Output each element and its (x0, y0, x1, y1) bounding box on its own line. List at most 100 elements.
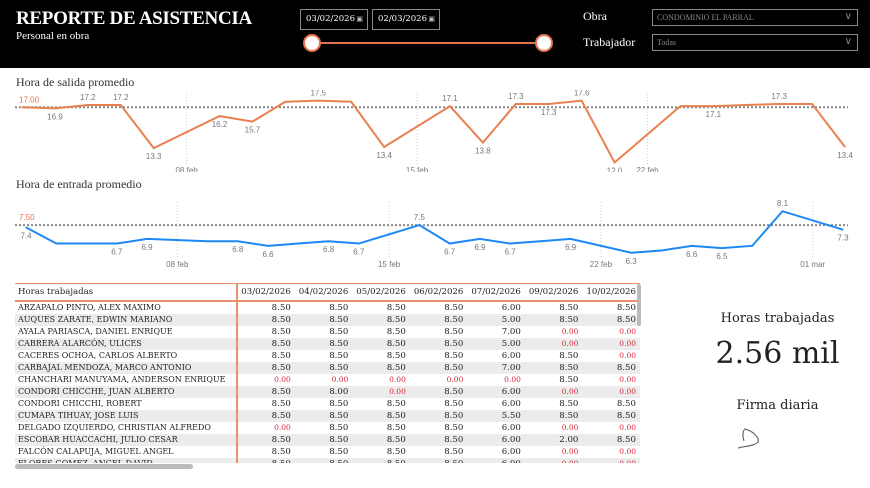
hours-cell: 8.50 (352, 434, 410, 446)
firma-label: Firma diaria (736, 398, 819, 413)
hours-cell: 8.50 (329, 447, 349, 457)
data-label: 17.2 (80, 93, 96, 102)
entrada-data-point (449, 243, 451, 245)
entrada-data-point (479, 238, 481, 240)
salida-data-point (745, 104, 747, 106)
data-label: 15.7 (245, 126, 261, 135)
data-label: 6.3 (626, 257, 638, 266)
worker-name: CACERES OCHOA, CARLOS ALBERTO (15, 350, 239, 362)
hours-cell: 8.50 (386, 327, 406, 337)
hours-cell: 6.00 (501, 399, 521, 409)
column-header[interactable]: 07/02/2026 (467, 284, 525, 302)
slider-start-handle[interactable] (303, 34, 321, 52)
data-label: 17.3 (771, 92, 787, 101)
hours-cell: 0.00 (561, 447, 579, 456)
entrada-line-chart: 08 feb 15 feb 22 feb 01 mar 7.50 7.4 6.7 6.9 6.8… (15, 199, 849, 269)
hours-cell: 0.00 (389, 375, 406, 384)
hours-cell: 0.00 (274, 375, 291, 384)
hours-cell: 8.50 (582, 410, 640, 422)
report-subtitle: Personal en obra (16, 30, 90, 42)
salida-data-point (284, 101, 286, 103)
entrada-data-point (630, 252, 632, 254)
hours-cell: 8.50 (582, 314, 640, 326)
calendar-icon[interactable]: ▣ (428, 15, 435, 23)
salida-data-point (317, 100, 319, 102)
data-label: 6.8 (232, 245, 244, 254)
hours-cell: 0.00 (582, 386, 640, 398)
end-date-input[interactable]: 02/03/2026 ▣ (372, 9, 440, 30)
entrada-data-point (781, 210, 783, 212)
hours-cell: 8.50 (352, 458, 410, 463)
hours-cell: 0.00 (561, 423, 579, 432)
entrada-data-point (509, 243, 511, 245)
salida-line-chart: 08 feb 15 feb 22 feb 17.00 16.9 17.2 17.2 13.3 1… (15, 90, 853, 172)
table-row: CHANCHARI MANUYAMA, ANDERSON ENRIQUE 0.00… (15, 374, 640, 386)
hours-cell: 8.50 (386, 303, 406, 313)
data-label: 6.7 (444, 248, 456, 257)
hours-cell: 8.50 (409, 338, 468, 350)
data-label: 17.1 (442, 94, 458, 103)
data-label: 6.6 (686, 250, 698, 259)
hours-cell: 8.00 (294, 386, 353, 398)
entrada-data-point (660, 249, 662, 251)
hours-cell: 6.00 (467, 458, 525, 463)
hours-cell: 8.50 (294, 434, 353, 446)
vertical-scrollbar[interactable] (637, 284, 641, 326)
entrada-chart-title: Hora de entrada promedio (16, 177, 142, 191)
start-date-input[interactable]: 03/02/2026 ▣ (300, 9, 368, 30)
x-tick-label: 22 feb (590, 260, 613, 269)
table-row: DELGADO IZQUIERDO, CHRISTIAN ALFREDO 0.00… (15, 422, 640, 434)
worker-name: AYALA PARIASCA, DANIEL ENRIQUE (15, 326, 239, 338)
salida-data-point (581, 100, 583, 102)
column-header[interactable]: 04/02/2026 (294, 284, 353, 302)
hours-cell: 8.50 (559, 351, 579, 361)
column-header[interactable]: 09/02/2026 (524, 284, 583, 302)
salida-data-point (811, 103, 813, 105)
date-range-slider[interactable] (312, 42, 544, 44)
trabajador-value: Todas (657, 38, 676, 47)
hours-cell: 8.50 (237, 362, 295, 374)
data-label: 13.3 (146, 152, 162, 161)
entrada-data-point (842, 229, 844, 231)
salida-data-point (778, 103, 780, 105)
hours-cell: 0.00 (352, 386, 410, 398)
hours-cell: 8.50 (444, 423, 464, 433)
table-row: CARBAJAL MENDOZA, MARCO ANTONIO 8.50 8.50 8… (15, 362, 640, 374)
trabajador-dropdown[interactable]: Todas ∨ (652, 34, 858, 51)
salida-data-point (21, 106, 23, 108)
hours-cell: 0.00 (619, 351, 636, 360)
salida-data-point (449, 105, 451, 107)
data-label: 6.9 (565, 243, 577, 252)
calendar-icon[interactable]: ▣ (356, 15, 363, 23)
salida-data-point (548, 103, 550, 105)
slider-end-handle[interactable] (535, 34, 553, 52)
worker-name: FALCÓN CALAPUJA, MIGUEL ANGEL (15, 446, 239, 458)
hours-cell: 0.00 (619, 327, 636, 336)
data-label: 6.9 (141, 243, 153, 252)
trabajador-label: Trabajador (583, 35, 636, 49)
column-header[interactable]: 10/02/2026 (582, 284, 640, 302)
hours-cell: 0.00 (274, 423, 291, 432)
hours-cell: 8.50 (329, 303, 349, 313)
worker-name: CHANCHARI MANUYAMA, ANDERSON ENRIQUE (15, 374, 239, 386)
entrada-data-point (116, 243, 118, 245)
table-row: ESCOBAR HUACCACHI, JULIO CESAR 8.50 8.50 8.… (15, 434, 640, 446)
column-header[interactable]: 05/02/2026 (352, 284, 410, 302)
hours-cell: 8.50 (582, 362, 640, 374)
table-header-row: Horas trabajadas 03/02/2026 04/02/2026 05/… (15, 284, 640, 302)
entrada-data-point (751, 245, 753, 247)
table-row: FALCÓN CALAPUJA, MIGUEL ANGEL 8.50 8.50 8.5… (15, 446, 640, 458)
horizontal-scrollbar[interactable] (15, 464, 193, 469)
salida-data-point (515, 103, 517, 105)
hours-cell: 8.50 (409, 362, 468, 374)
signature-image (737, 428, 759, 449)
column-header[interactable]: 06/02/2026 (409, 284, 468, 302)
column-header[interactable]: 03/02/2026 (237, 284, 295, 302)
hours-cell: 0.00 (524, 338, 583, 350)
salida-data-point (153, 147, 155, 149)
worker-name: FLORES GOMEZ, ANGEL DAVID (15, 458, 239, 463)
hours-cell: 0.00 (446, 375, 464, 384)
obra-dropdown[interactable]: CONDOMINIO EL PARRAL ∨ (652, 9, 858, 26)
data-label: 13.4 (837, 151, 853, 160)
hours-cell: 8.50 (409, 314, 468, 326)
